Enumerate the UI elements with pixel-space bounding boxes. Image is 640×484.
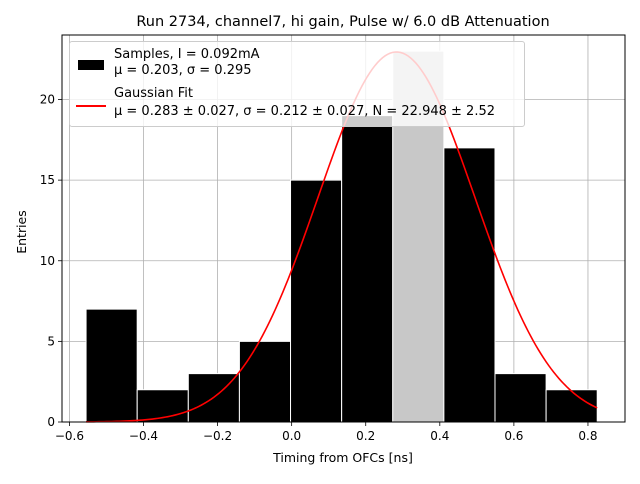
x-axis-label: Timing from OFCs [ns] [272, 450, 413, 465]
histogram-bar [341, 115, 394, 423]
histogram-bar [238, 340, 292, 423]
plot-frame [61, 34, 626, 423]
legend-samples-swatch [78, 60, 104, 70]
y-tick-label: 5 [47, 334, 55, 348]
y-tick-label: 0 [47, 415, 55, 429]
tick-layer: −0.6 −0.4 −0.2 0.0 0.2 0.4 0.6 0.8 0 5 10 15 20 [40, 93, 598, 444]
chart-title: Run 2734, channel7, hi gain, Pulse w/ 6.… [136, 14, 549, 30]
histogram-bar [85, 308, 138, 423]
legend-samples-label: Samples, I = 0.092mA [114, 47, 260, 62]
legend-fit-swatch [76, 105, 106, 107]
legend: Samples, I = 0.092mA μ = 0.203, σ = 0.29… [69, 41, 525, 127]
x-tick-label: 0.0 [282, 429, 301, 443]
histogram-bar [494, 373, 547, 423]
histogram-bar [290, 179, 343, 423]
gaussian-fit-curve [86, 51, 598, 423]
histogram-bar [443, 147, 496, 423]
x-tick-label: 0.8 [578, 429, 597, 443]
histogram-bar [545, 389, 598, 423]
x-tick-label: 0.4 [430, 429, 449, 443]
legend-fit-stats: μ = 0.283 ± 0.027, σ = 0.212 ± 0.027, N … [114, 104, 496, 119]
y-tick-label: 20 [40, 93, 55, 107]
x-tick-label: −0.2 [203, 429, 232, 443]
x-tick-label: −0.4 [129, 429, 158, 443]
legend-fit-label: Gaussian Fit [114, 86, 194, 101]
curve-layer [86, 51, 598, 423]
y-tick-label: 10 [40, 254, 55, 268]
legend-samples-stats: μ = 0.203, σ = 0.295 [114, 63, 252, 78]
x-tick-label: 0.6 [504, 429, 523, 443]
y-axis-label: Entries [14, 210, 29, 254]
y-tick-label: 15 [40, 173, 55, 187]
x-tick-label: −0.6 [55, 429, 84, 443]
x-tick-label: 0.2 [356, 429, 375, 443]
